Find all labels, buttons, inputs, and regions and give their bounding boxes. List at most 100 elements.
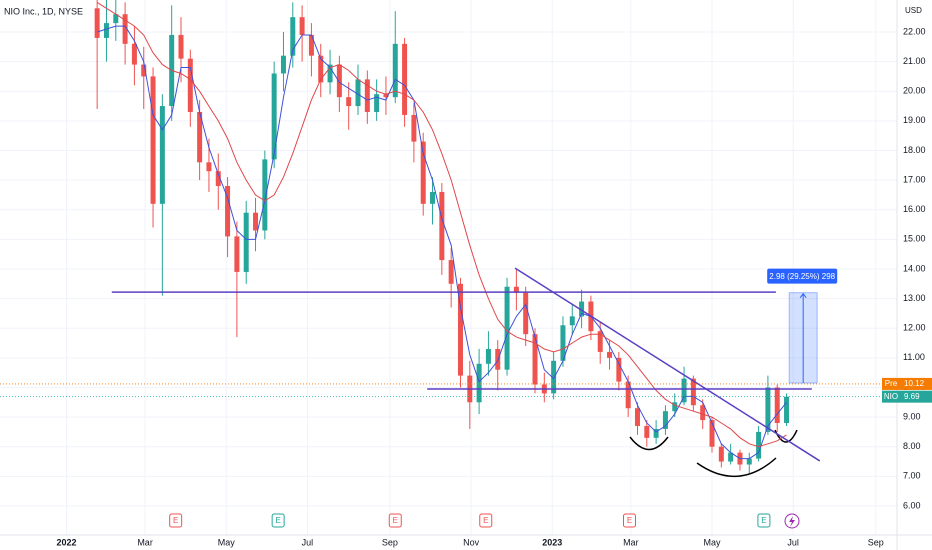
candle-body (159, 106, 165, 204)
candle-body (150, 76, 156, 204)
candle-body (448, 260, 454, 284)
currency: USD (905, 6, 922, 15)
candle-body (280, 55, 286, 74)
y-tick-label: 11.00 (903, 352, 925, 362)
y-tick-label: 18.00 (903, 145, 926, 155)
candle-body (420, 141, 426, 204)
candle-body (346, 97, 352, 107)
candle-body (374, 94, 380, 112)
x-tick-label: Sep (382, 537, 398, 547)
earnings-label: E (173, 516, 178, 525)
premarket-price-tag: Pre (885, 379, 898, 388)
candle-body (709, 420, 715, 447)
candle-body (94, 8, 100, 38)
candle-body (430, 191, 436, 204)
candle-body (569, 316, 575, 326)
candle-body (364, 79, 370, 112)
candle-body (131, 43, 137, 65)
candle-body (383, 94, 389, 98)
candle-body (765, 387, 771, 432)
earnings-marker (271, 513, 285, 528)
candle-body (728, 452, 734, 462)
candle-body (308, 34, 314, 56)
candle-body (625, 381, 631, 409)
moving-average (97, 25, 787, 460)
candle-body (681, 378, 687, 403)
cup-arc (696, 457, 777, 477)
candle-body (607, 351, 613, 358)
measure-label: 2.98 (29.25%) 298 (769, 272, 835, 281)
chart-title: NIO Inc., 1D, NYSE (4, 6, 83, 16)
y-tick-label: 13.00 (903, 293, 926, 303)
y-tick-label: 17.00 (903, 174, 926, 184)
candle-body (774, 387, 780, 424)
candle-body (551, 360, 557, 394)
candle-body (113, 14, 119, 24)
candle-body (476, 363, 482, 403)
candle-body (532, 334, 538, 385)
x-tick-label: Mar (137, 537, 153, 547)
candle-body (187, 58, 193, 112)
x-tick-label: 2022 (57, 537, 77, 547)
last-price-tag: NIO (884, 392, 898, 401)
y-tick-label: 8.00 (903, 441, 921, 451)
candle-body (634, 408, 640, 426)
last-price-value: 9.69 (904, 392, 920, 401)
y-tick-label: 14.00 (903, 263, 926, 273)
x-tick-label: Sep (868, 537, 884, 547)
candle-body (513, 286, 519, 293)
candle-body (355, 79, 361, 107)
earnings-marker (757, 513, 771, 528)
candle-body (402, 43, 408, 115)
candle-body (746, 458, 752, 465)
candle-body (327, 64, 333, 83)
candle-body (616, 357, 622, 382)
last-price-value-bg (900, 390, 932, 403)
candle-body (197, 111, 203, 163)
news-icon-bolt (789, 516, 795, 527)
y-tick-label: 7.00 (903, 471, 921, 481)
measure-label-bg (767, 268, 838, 284)
y-tick-label: 9.00 (903, 411, 921, 421)
candle-body (178, 34, 184, 59)
candle-body (718, 446, 724, 462)
earnings-label: E (627, 516, 632, 525)
earnings-marker (388, 513, 402, 528)
candle-body (523, 292, 529, 335)
x-tick-label: Jul (787, 537, 799, 547)
candle-body (485, 348, 491, 364)
cup-arc (629, 436, 669, 451)
candle-body (504, 286, 510, 370)
candle-body (662, 411, 668, 429)
candle-body (122, 14, 128, 44)
candle-body (234, 236, 240, 272)
earnings-label: E (275, 516, 280, 525)
candle-body (206, 162, 212, 172)
premarket-price-tag-bg (882, 377, 900, 390)
x-tick-label: Nov (463, 537, 480, 547)
y-tick-label: 19.00 (903, 115, 926, 125)
x-tick-label: May (704, 537, 722, 547)
candle-body (560, 325, 566, 361)
x-tick-label: Mar (623, 537, 639, 547)
candle-body (644, 425, 650, 438)
candle-body (299, 17, 305, 35)
moving-average (96, 1, 787, 448)
candle-body (290, 17, 296, 56)
candle-body (271, 73, 277, 160)
candle-body (225, 186, 231, 237)
candle-body (579, 301, 585, 317)
earnings-label: E (761, 516, 766, 525)
candle-body (439, 191, 445, 261)
candle-body (318, 55, 324, 83)
y-tick-label: 12.00 (903, 323, 926, 333)
candle-body (243, 212, 249, 272)
candle-body (784, 396, 790, 424)
candle-body (690, 378, 696, 406)
y-tick-label: 16.00 (903, 204, 926, 214)
candle-body (700, 405, 706, 421)
y-tick-label: 15.00 (903, 234, 926, 244)
candle-body (392, 43, 398, 98)
x-tick-label: 2023 (542, 537, 562, 547)
